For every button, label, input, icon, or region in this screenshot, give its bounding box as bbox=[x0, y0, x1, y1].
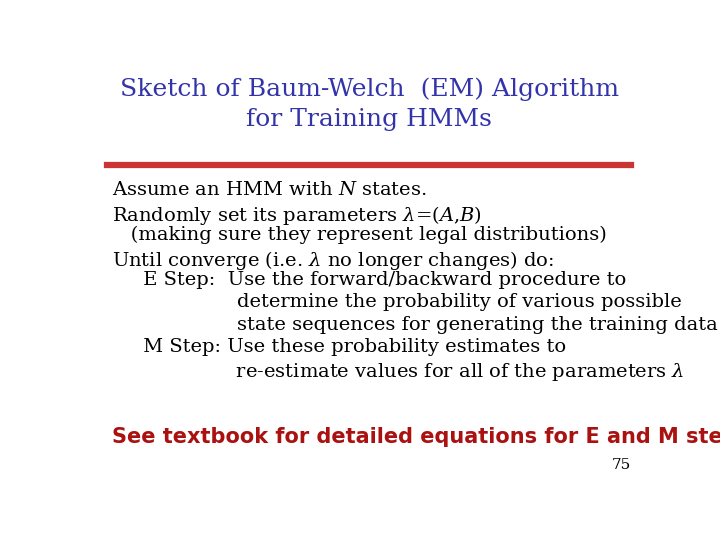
Text: Until converge (i.e. $\lambda$ no longer changes) do:: Until converge (i.e. $\lambda$ no longer… bbox=[112, 248, 554, 272]
Text: M Step: Use these probability estimates to: M Step: Use these probability estimates … bbox=[112, 339, 567, 356]
Text: Assume an HMM with $N$ states.: Assume an HMM with $N$ states. bbox=[112, 181, 427, 199]
Text: re-estimate values for all of the parameters $\lambda$: re-estimate values for all of the parame… bbox=[112, 361, 685, 383]
Text: E Step:  Use the forward/backward procedure to: E Step: Use the forward/backward procedu… bbox=[112, 271, 626, 289]
Text: Randomly set its parameters $\lambda$=($A$,$B$): Randomly set its parameters $\lambda$=($… bbox=[112, 204, 482, 227]
Text: (making sure they represent legal distributions): (making sure they represent legal distri… bbox=[112, 226, 607, 245]
Text: Sketch of Baum-Welch  (EM) Algorithm
for Training HMMs: Sketch of Baum-Welch (EM) Algorithm for … bbox=[120, 77, 618, 131]
Text: 75: 75 bbox=[612, 458, 631, 472]
Text: determine the probability of various possible: determine the probability of various pos… bbox=[112, 294, 682, 312]
Text: state sequences for generating the training data: state sequences for generating the train… bbox=[112, 316, 718, 334]
Text: See textbook for detailed equations for E and M steps: See textbook for detailed equations for … bbox=[112, 427, 720, 447]
